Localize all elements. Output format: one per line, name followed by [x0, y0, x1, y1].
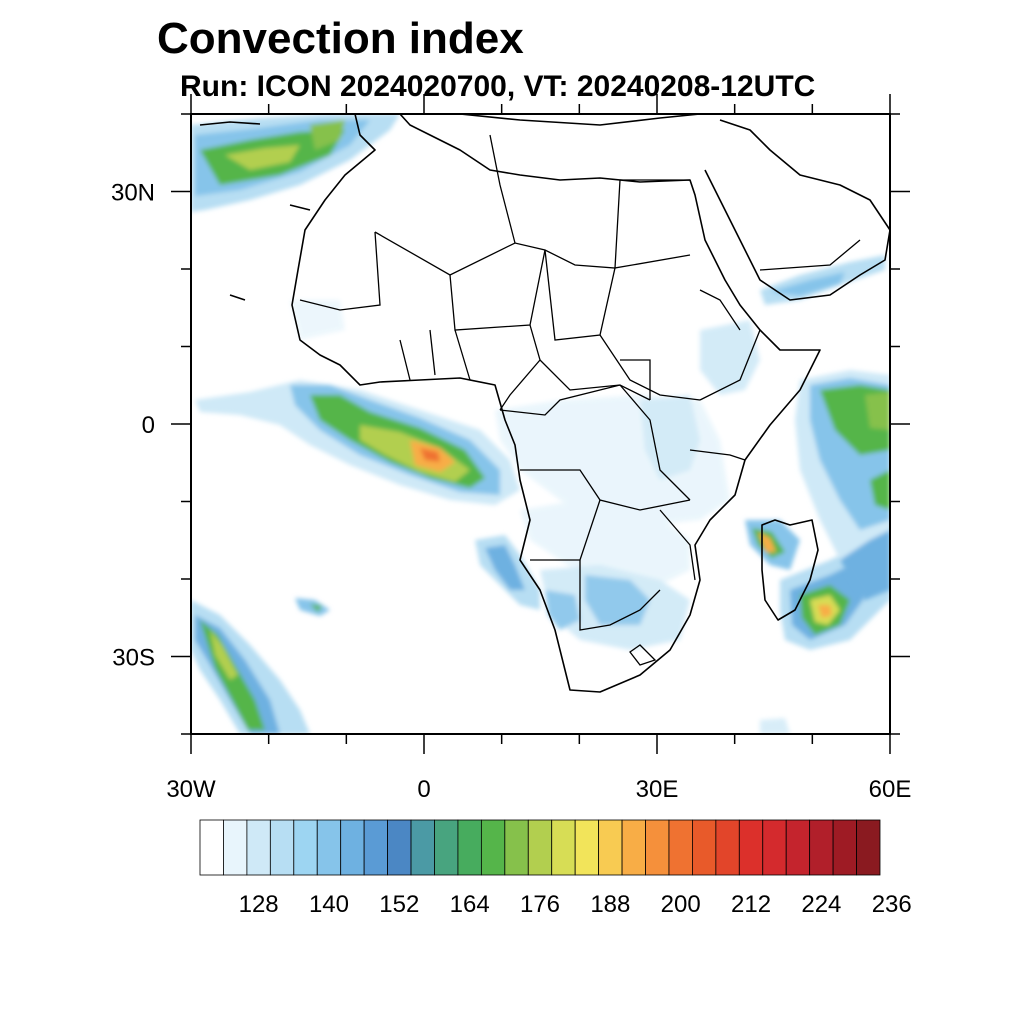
colorbar-swatch [316, 819, 342, 876]
lat-tick-label: 0 [142, 412, 155, 439]
colorbar-swatch [480, 819, 506, 876]
colorbar-swatch [223, 819, 248, 876]
colorbar-swatch [457, 819, 482, 876]
axis-tick-labels: 30N 0 30S 30W 0 30E 60E [111, 180, 911, 804]
colorbar-swatch [504, 819, 529, 876]
coastlines [199, 114, 890, 693]
lat-tick-label: 30N [111, 180, 155, 207]
colorbar-swatch [434, 819, 459, 876]
colorbar-swatch [762, 819, 787, 876]
colorbar-swatch [668, 819, 693, 876]
colorbar-swatch [715, 819, 740, 876]
colorbar-label: 176 [520, 891, 560, 918]
colorbar-swatch [856, 819, 881, 876]
lon-tick-label: 30W [166, 776, 216, 803]
lat-tick-label: 30S [112, 645, 155, 672]
convection-field [191, 114, 890, 734]
axis-ticks [171, 94, 910, 754]
colorbar-swatch [363, 819, 388, 876]
colorbar-labels: 128 140 152 164 176 188 200 212 224 236 [239, 891, 912, 918]
colorbar-swatch [598, 819, 623, 876]
colorbar-label: 140 [309, 891, 349, 918]
colorbar-swatch [645, 819, 670, 876]
colorbar-swatch [832, 819, 857, 876]
colorbar-swatch [574, 819, 600, 876]
lon-tick-label: 60E [869, 776, 912, 803]
colorbar-swatch [621, 819, 646, 876]
colorbar-swatch [246, 819, 271, 876]
country-borders [299, 134, 861, 666]
colorbar-label: 152 [379, 891, 419, 918]
colorbar-label: 200 [661, 891, 701, 918]
colorbar-label: 188 [590, 891, 630, 918]
colorbar-label: 128 [239, 891, 279, 918]
colorbar-label: 164 [450, 891, 490, 918]
colorbar-swatch [551, 819, 576, 876]
colorbar-swatch [199, 819, 224, 876]
chart-subtitle: Run: ICON 2024020700, VT: 20240208-12UTC [180, 70, 816, 103]
colorbar-swatch [809, 819, 834, 876]
colorbar-swatch [387, 819, 412, 876]
colorbar [199, 819, 881, 876]
colorbar-label: 236 [872, 891, 912, 918]
colorbar-swatch [692, 819, 717, 876]
colorbar-swatch [527, 819, 553, 876]
colorbar-swatch [293, 819, 318, 876]
colorbar-swatch [340, 819, 365, 876]
lon-tick-label: 30E [636, 776, 679, 803]
colorbar-swatch [410, 819, 435, 876]
chart-title: Convection index [157, 14, 524, 63]
colorbar-swatch [738, 819, 764, 876]
colorbar-swatch [269, 819, 295, 876]
colorbar-label: 212 [731, 891, 771, 918]
colorbar-label: 224 [801, 891, 841, 918]
colorbar-swatch [785, 819, 811, 876]
lon-tick-label: 0 [417, 776, 430, 803]
